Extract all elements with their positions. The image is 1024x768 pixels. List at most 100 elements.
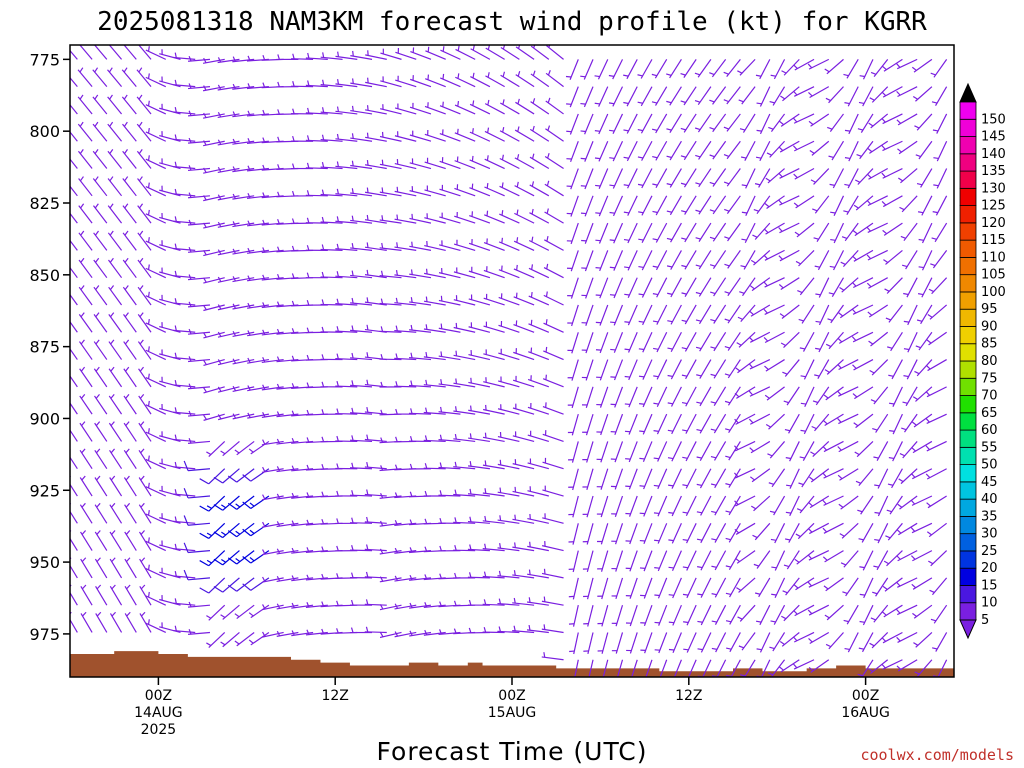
- wind-barb: [595, 304, 609, 326]
- wind-barb: [916, 168, 933, 188]
- wind-barb: [173, 270, 196, 279]
- wind-barb: [173, 379, 196, 388]
- wind-barb: [108, 285, 123, 306]
- wind-barb: [498, 265, 520, 279]
- wind-barb: [737, 58, 756, 76]
- y-tick-label: 850: [29, 266, 60, 285]
- wind-barb: [500, 45, 520, 60]
- wind-barb: [350, 188, 373, 197]
- wind-barb: [261, 411, 284, 418]
- wind-barb: [454, 211, 476, 224]
- wind-barb: [187, 328, 211, 335]
- wind-barb: [379, 242, 402, 251]
- wind-barb: [335, 271, 358, 279]
- wind-barb: [497, 487, 520, 497]
- wind-barb: [637, 59, 653, 79]
- wind-barb: [173, 216, 196, 224]
- wind-barb: [527, 569, 549, 579]
- wind-barb: [568, 550, 579, 573]
- wind-barb: [695, 331, 712, 352]
- wind-barb: [608, 86, 624, 107]
- wind-barb: [187, 301, 211, 308]
- wind-barb: [276, 493, 299, 500]
- wind-barb: [261, 604, 284, 611]
- wind-barb: [109, 557, 123, 579]
- wind-barb: [145, 73, 167, 88]
- wind-barb: [145, 182, 167, 197]
- wind-barb: [365, 132, 387, 142]
- wind-barb: [915, 140, 933, 160]
- wind-barb: [94, 393, 108, 415]
- wind-barb: [911, 577, 933, 590]
- wind-barb: [482, 599, 505, 606]
- wind-barb: [183, 515, 211, 526]
- wind-barb: [796, 495, 815, 514]
- wind-barb: [748, 331, 771, 343]
- wind-barb: [626, 632, 638, 654]
- wind-barb: [933, 140, 948, 162]
- wind-barb: [741, 168, 756, 189]
- wind-barb: [187, 274, 211, 281]
- wind-barb: [424, 185, 446, 197]
- wind-barb: [526, 624, 549, 634]
- wind-barb: [187, 110, 211, 117]
- wind-barb: [220, 440, 240, 457]
- wind-barb: [696, 441, 712, 461]
- wind-barb: [394, 520, 417, 527]
- wind-barb: [753, 195, 771, 215]
- wind-barb: [830, 195, 845, 216]
- wind-barb: [901, 250, 918, 270]
- wind-barb: [291, 163, 314, 170]
- wind-barb: [748, 386, 771, 397]
- wind-barb: [79, 475, 93, 497]
- wind-barb: [305, 190, 328, 197]
- wind-barb: [93, 230, 108, 251]
- wind-barb: [305, 135, 328, 142]
- wind-barb: [78, 203, 93, 224]
- wind-barb: [815, 332, 830, 353]
- wind-barb: [137, 203, 152, 224]
- wind-barb: [843, 604, 859, 625]
- wind-barb: [807, 577, 830, 588]
- wind-barb: [335, 408, 358, 415]
- wind-barb: [145, 237, 167, 251]
- wind-barb: [232, 413, 255, 420]
- wind-barb: [807, 604, 830, 616]
- wind-barb: [734, 413, 756, 425]
- wind-barb: [468, 322, 491, 333]
- wind-barb: [828, 277, 845, 297]
- wind-barb: [217, 276, 240, 283]
- wind-barb: [653, 441, 668, 462]
- wind-barb: [610, 304, 624, 326]
- wind-barb: [623, 86, 638, 107]
- wind-barb: [394, 103, 417, 115]
- wind-barb: [145, 482, 167, 497]
- wind-barb: [771, 577, 786, 598]
- wind-barb: [695, 222, 712, 242]
- wind-barb: [709, 86, 727, 105]
- wind-barb: [581, 250, 594, 272]
- wind-barb: [139, 584, 152, 606]
- wind-barb: [439, 129, 461, 142]
- wind-barb: [77, 121, 93, 142]
- wind-barb: [852, 249, 874, 262]
- wind-barb: [639, 386, 653, 408]
- wind-barb: [136, 67, 152, 88]
- wind-barb: [138, 530, 152, 551]
- wind-barb: [379, 326, 402, 333]
- wind-barb: [725, 523, 741, 543]
- wind-barb: [781, 604, 800, 622]
- colorbar-label: 150: [981, 112, 1006, 127]
- wind-barb: [709, 59, 727, 78]
- wind-barb: [710, 331, 727, 352]
- wind-barb: [394, 131, 417, 142]
- wind-barb: [203, 358, 225, 367]
- wind-barb: [595, 332, 609, 354]
- wind-barb: [365, 50, 387, 60]
- wind-barb: [882, 58, 903, 72]
- wind-barb: [929, 577, 948, 596]
- wind-barb: [423, 602, 446, 608]
- wind-barb: [276, 466, 299, 473]
- wind-barb: [138, 475, 152, 497]
- wind-barb: [639, 550, 653, 572]
